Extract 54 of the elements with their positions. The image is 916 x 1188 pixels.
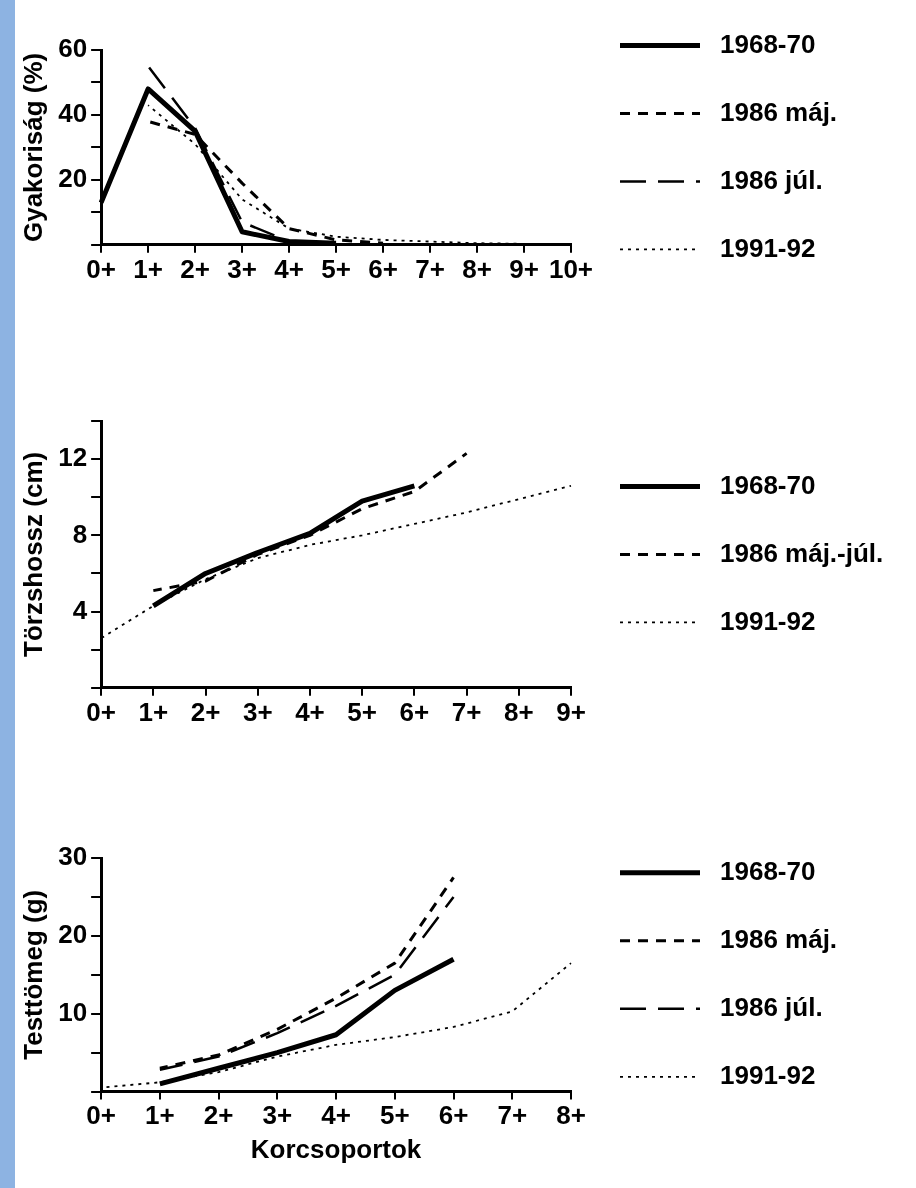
- x-tick-label: 2+: [180, 253, 210, 284]
- y-tick-label: 20: [58, 163, 88, 194]
- legend-label: 1986 máj.: [720, 96, 838, 127]
- y-tick-label: 40: [58, 98, 88, 129]
- legend-label: 1968-70: [720, 28, 816, 59]
- x-tick-label: 5+: [379, 1100, 410, 1131]
- x-tick-label: 3+: [227, 253, 257, 284]
- x-tick-label: 1+: [145, 1100, 175, 1131]
- x-tick-label: 9+: [509, 253, 539, 284]
- legend-label: 1968-70: [720, 855, 816, 886]
- y-tick-label: 4: [72, 594, 88, 625]
- legend-label: 1986 júl.: [720, 164, 823, 195]
- x-tick-label: 5+: [347, 696, 377, 727]
- x-tick-label: 1+: [138, 696, 169, 727]
- x-tick-label: 1+: [133, 253, 163, 284]
- x-tick-label: 4+: [295, 696, 325, 727]
- y-axis-title: Gyakoriság (%): [17, 52, 48, 243]
- x-tick-label: 7+: [451, 696, 482, 727]
- legend-label: 1991-92: [720, 605, 816, 636]
- x-tick-label: 2+: [190, 696, 221, 727]
- y-tick-label: 60: [58, 33, 88, 64]
- legend-label: 1986 máj.-júl.: [720, 537, 884, 568]
- x-tick-label: 10+: [548, 253, 594, 284]
- x-tick-label: 8+: [462, 253, 492, 284]
- legend-label: 1991-92: [720, 1059, 816, 1090]
- y-tick-label: 12: [58, 442, 88, 473]
- legend-label: 1991-92: [720, 232, 816, 263]
- legend-label: 1986 máj.: [720, 923, 838, 954]
- legend-label: 1986 júl.: [720, 991, 823, 1022]
- x-tick-label: 8+: [503, 696, 534, 727]
- y-tick-label: 30: [58, 841, 88, 872]
- y-tick-label: 8: [72, 518, 88, 549]
- x-tick-label: 3+: [242, 696, 273, 727]
- x-tick-label: 7+: [497, 1100, 528, 1131]
- x-tick-label: 6+: [438, 1100, 469, 1131]
- x-tick-label: 6+: [368, 253, 398, 284]
- x-tick-label: 6+: [399, 696, 430, 727]
- x-tick-label: 0+: [86, 696, 116, 727]
- y-tick-label: 20: [58, 919, 88, 950]
- x-tick-label: 0+: [86, 253, 116, 284]
- x-tick-label: 9+: [556, 696, 586, 727]
- y-tick-label: 10: [58, 996, 88, 1027]
- x-tick-label: 4+: [321, 1100, 351, 1131]
- x-tick-label: 5+: [321, 253, 351, 284]
- y-axis-title: Testtömeg (g): [17, 889, 48, 1060]
- x-axis-title: Korcsoportok: [250, 1133, 422, 1164]
- x-tick-label: 8+: [556, 1100, 586, 1131]
- x-tick-label: 0+: [86, 1100, 116, 1131]
- x-tick-label: 2+: [203, 1100, 234, 1131]
- x-tick-label: 3+: [262, 1100, 293, 1131]
- y-axis-title: Törzshossz (cm): [17, 451, 48, 657]
- x-tick-label: 4+: [274, 253, 304, 284]
- x-tick-label: 7+: [415, 253, 445, 284]
- legend-label: 1968-70: [720, 469, 816, 500]
